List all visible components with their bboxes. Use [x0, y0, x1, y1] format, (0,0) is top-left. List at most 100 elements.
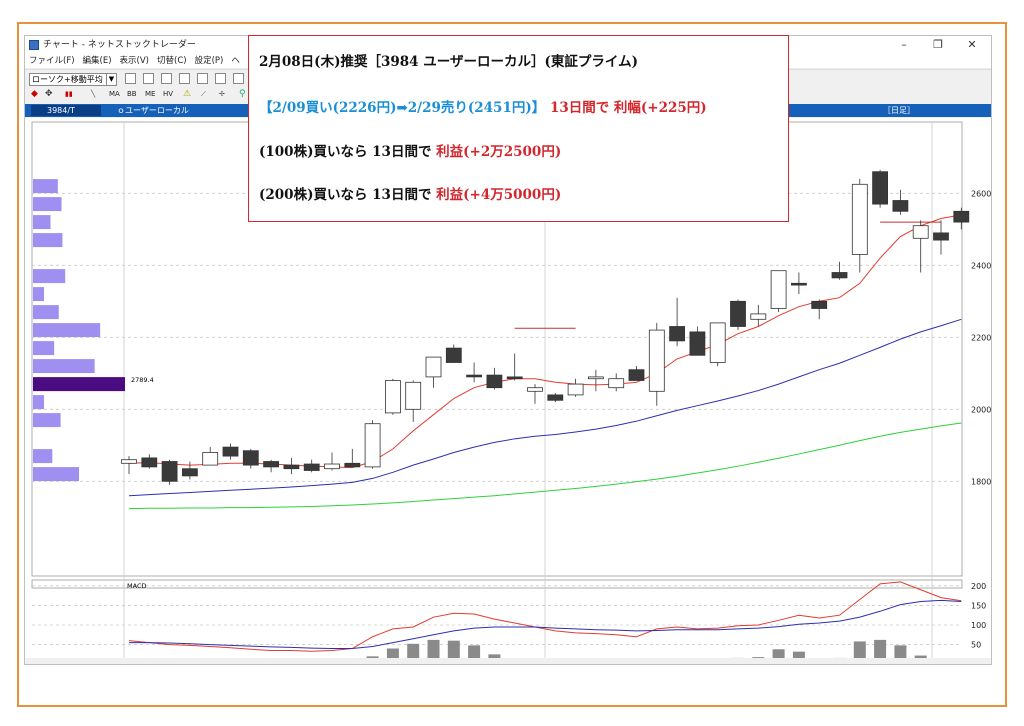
bb-button[interactable]: BB — [127, 90, 137, 98]
record-icon[interactable]: ◆ — [31, 89, 38, 99]
ma-button[interactable]: MA — [109, 90, 120, 98]
callout-100-line: (100株)買いなら 13日間で 利益(+2万2500円) — [259, 140, 561, 160]
warning-icon[interactable]: ⚠ — [183, 89, 192, 99]
candle-body — [324, 463, 340, 470]
volume-profile-bar — [33, 413, 61, 428]
candle-body — [141, 457, 158, 468]
move-icon[interactable]: ✥ — [45, 89, 53, 99]
volume-profile-bar — [33, 179, 58, 194]
menu-help[interactable]: ヘ — [231, 56, 240, 66]
candle-body — [303, 463, 320, 471]
macd-histogram-bar — [772, 649, 785, 664]
search-icon[interactable]: ⚲ — [239, 89, 246, 99]
volume-profile-bar — [33, 305, 59, 320]
minimize-button[interactable]: – — [901, 38, 907, 51]
candle-body — [953, 210, 970, 223]
macd-label: MACD — [127, 582, 146, 590]
menu-switch[interactable]: 切替(C) — [157, 56, 187, 66]
candle-body — [242, 450, 259, 466]
chart-tool-icon[interactable] — [161, 73, 172, 84]
me-button[interactable]: ME — [145, 90, 156, 98]
candle-body — [384, 380, 401, 414]
macd-histogram-bar — [407, 643, 420, 664]
candle-body — [750, 313, 767, 320]
volume-profile-bar — [33, 341, 55, 356]
menu-file[interactable]: ファイル(F) — [29, 56, 75, 66]
chart-tool-icon[interactable] — [179, 73, 190, 84]
symbol-code: 3984/T — [31, 105, 101, 116]
volume-profile-bar — [33, 395, 45, 410]
volume-profile-bar — [33, 197, 62, 212]
price-tick-label: 2400 — [971, 261, 991, 270]
candle-body — [364, 423, 381, 468]
candle-body — [831, 272, 848, 279]
menu-settings[interactable]: 設定(P) — [194, 56, 224, 66]
ma-mid-line — [128, 318, 962, 497]
symbol-name: ｏユーザーローカル — [117, 106, 189, 115]
candle-body — [466, 374, 483, 378]
macd-histogram-bar — [447, 640, 460, 664]
window-title: チャート - ネットストックトレーダー — [43, 40, 196, 50]
callout-title: 2月08日(木)推奨［3984 ユーザーローカル］(東証プライム) — [259, 54, 638, 70]
candle-icon[interactable]: ▮▮ — [65, 90, 73, 98]
candle-body — [730, 300, 746, 327]
candle-body — [222, 446, 239, 457]
candle-body — [588, 376, 604, 380]
trade-margin: 13日間で 利幅(+225円) — [549, 100, 707, 116]
candle-body — [527, 387, 543, 392]
cross-icon[interactable]: ✢ — [219, 90, 225, 98]
profit-200-value: 利益(+4万5000円) — [436, 187, 562, 203]
chart-tool-icon[interactable] — [197, 73, 208, 84]
volume-profile-bar — [33, 377, 125, 392]
macd-histogram-bar — [468, 645, 481, 664]
volume-profile-bar — [33, 215, 51, 230]
candle-body — [425, 356, 442, 378]
hv-button[interactable]: HV — [163, 90, 174, 98]
chevron-down-icon[interactable]: ▼ — [106, 74, 116, 85]
volume-profile-bar — [33, 323, 101, 338]
profit-100-value: 利益(+2万2500円) — [436, 144, 562, 160]
volume-profile-bar — [33, 449, 53, 464]
candle-body — [121, 459, 137, 464]
macd-histogram-bar — [488, 654, 501, 664]
app-icon — [29, 40, 39, 50]
candle-body — [689, 331, 706, 356]
candle-body — [445, 347, 462, 363]
candle-body — [161, 461, 178, 482]
macd-histogram-bar — [874, 639, 887, 664]
recommendation-callout: 2月08日(木)推奨［3984 ユーザーローカル］(東証プライム) 【2/09買… — [248, 35, 789, 222]
profit-200-label: (200株)買いなら 13日間で — [259, 187, 432, 203]
candle-body — [283, 464, 300, 470]
volume-profile-label: 2789.4 — [131, 376, 154, 384]
candle-body — [181, 468, 198, 477]
candle-body — [547, 394, 564, 401]
macd-pane-frame — [31, 579, 963, 589]
chart-tool-icon[interactable] — [125, 73, 136, 84]
macd-tick-label: 150 — [971, 601, 986, 610]
chart-period[interactable]: ［日足］ — [883, 106, 915, 115]
candle-body — [567, 383, 584, 396]
candle-body — [628, 369, 645, 381]
candle-body — [791, 282, 807, 286]
menu-edit[interactable]: 編集(E) — [82, 56, 112, 66]
macd-tick-label: 200 — [971, 582, 986, 591]
restore-button[interactable]: ❐ — [933, 38, 943, 51]
candle-body — [770, 270, 787, 309]
menu-view[interactable]: 表示(V) — [119, 56, 149, 66]
macd-histogram-bar — [427, 639, 440, 664]
chart-type-select[interactable]: ローソク+移動平均 ▼ — [29, 73, 117, 86]
candle-body — [486, 374, 503, 389]
candle-body — [912, 225, 929, 239]
chart-tool-icon[interactable] — [233, 73, 244, 84]
signal-icon[interactable]: ⟋ — [201, 90, 206, 98]
candle-body — [202, 452, 219, 466]
draw-line-icon[interactable]: ╲ — [91, 90, 96, 98]
chart-tool-icon[interactable] — [143, 73, 154, 84]
price-tick-label: 2200 — [971, 333, 991, 342]
candle-body — [811, 300, 828, 309]
volume-profile-bar — [33, 359, 95, 374]
close-button[interactable]: ✕ — [967, 38, 977, 51]
macd-line — [128, 581, 962, 652]
chart-tool-icon[interactable] — [215, 73, 226, 84]
macd-histogram-bar — [894, 645, 907, 664]
